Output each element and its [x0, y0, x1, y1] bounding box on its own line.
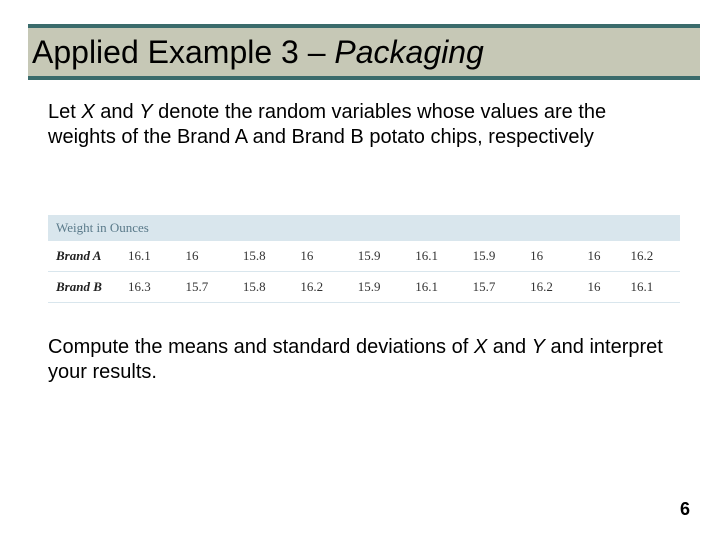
var-X-2: X — [474, 336, 487, 358]
intro-text-b: and — [95, 101, 139, 123]
data-table-wrap: Weight in Ounces Brand A16.11615.81615.9… — [48, 215, 680, 303]
table-cell: 15.8 — [235, 241, 292, 272]
table-cell: 16.1 — [407, 241, 464, 272]
table-cell: 15.7 — [465, 272, 522, 303]
table-cell: 16.3 — [120, 272, 177, 303]
table-cell: 15.9 — [465, 241, 522, 272]
table-cell: 16.2 — [622, 241, 680, 272]
slide-title: Applied Example 3 – Packaging — [32, 34, 484, 71]
table-cell: 16.2 — [292, 272, 349, 303]
row-label: Brand A — [48, 241, 120, 272]
row-label: Brand B — [48, 272, 120, 303]
outro-text-b: and — [487, 336, 531, 358]
var-Y: Y — [139, 101, 152, 123]
title-plain: Applied Example 3 – — [32, 34, 334, 70]
title-italic: Packaging — [334, 34, 483, 70]
table-cell: 16.2 — [522, 272, 579, 303]
table-cell: 15.8 — [235, 272, 292, 303]
page-number: 6 — [680, 499, 690, 520]
table-cell: 15.7 — [177, 272, 234, 303]
outro-paragraph: Compute the means and standard deviation… — [48, 335, 672, 385]
table-cell: 16 — [177, 241, 234, 272]
intro-paragraph: Let X and Y denote the random variables … — [48, 100, 672, 150]
table-cell: 16.1 — [120, 241, 177, 272]
table-cell: 15.9 — [350, 272, 407, 303]
var-X: X — [81, 101, 94, 123]
table-row: Brand B16.315.715.816.215.916.115.716.21… — [48, 272, 680, 303]
outro-text-a: Compute the means and standard deviation… — [48, 336, 474, 358]
var-Y-2: Y — [532, 336, 545, 358]
table-cell: 16 — [292, 241, 349, 272]
bottom-rule — [28, 76, 700, 80]
title-band: Applied Example 3 – Packaging — [28, 28, 700, 76]
table-cell: 15.9 — [350, 241, 407, 272]
intro-text-a: Let — [48, 101, 81, 123]
table-header: Weight in Ounces — [48, 215, 680, 241]
data-table: Weight in Ounces Brand A16.11615.81615.9… — [48, 215, 680, 303]
table-cell: 16 — [580, 241, 623, 272]
table-cell: 16 — [522, 241, 579, 272]
table-cell: 16.1 — [407, 272, 464, 303]
table-cell: 16.1 — [622, 272, 680, 303]
table-row: Brand A16.11615.81615.916.115.9161616.2 — [48, 241, 680, 272]
table-cell: 16 — [580, 272, 623, 303]
